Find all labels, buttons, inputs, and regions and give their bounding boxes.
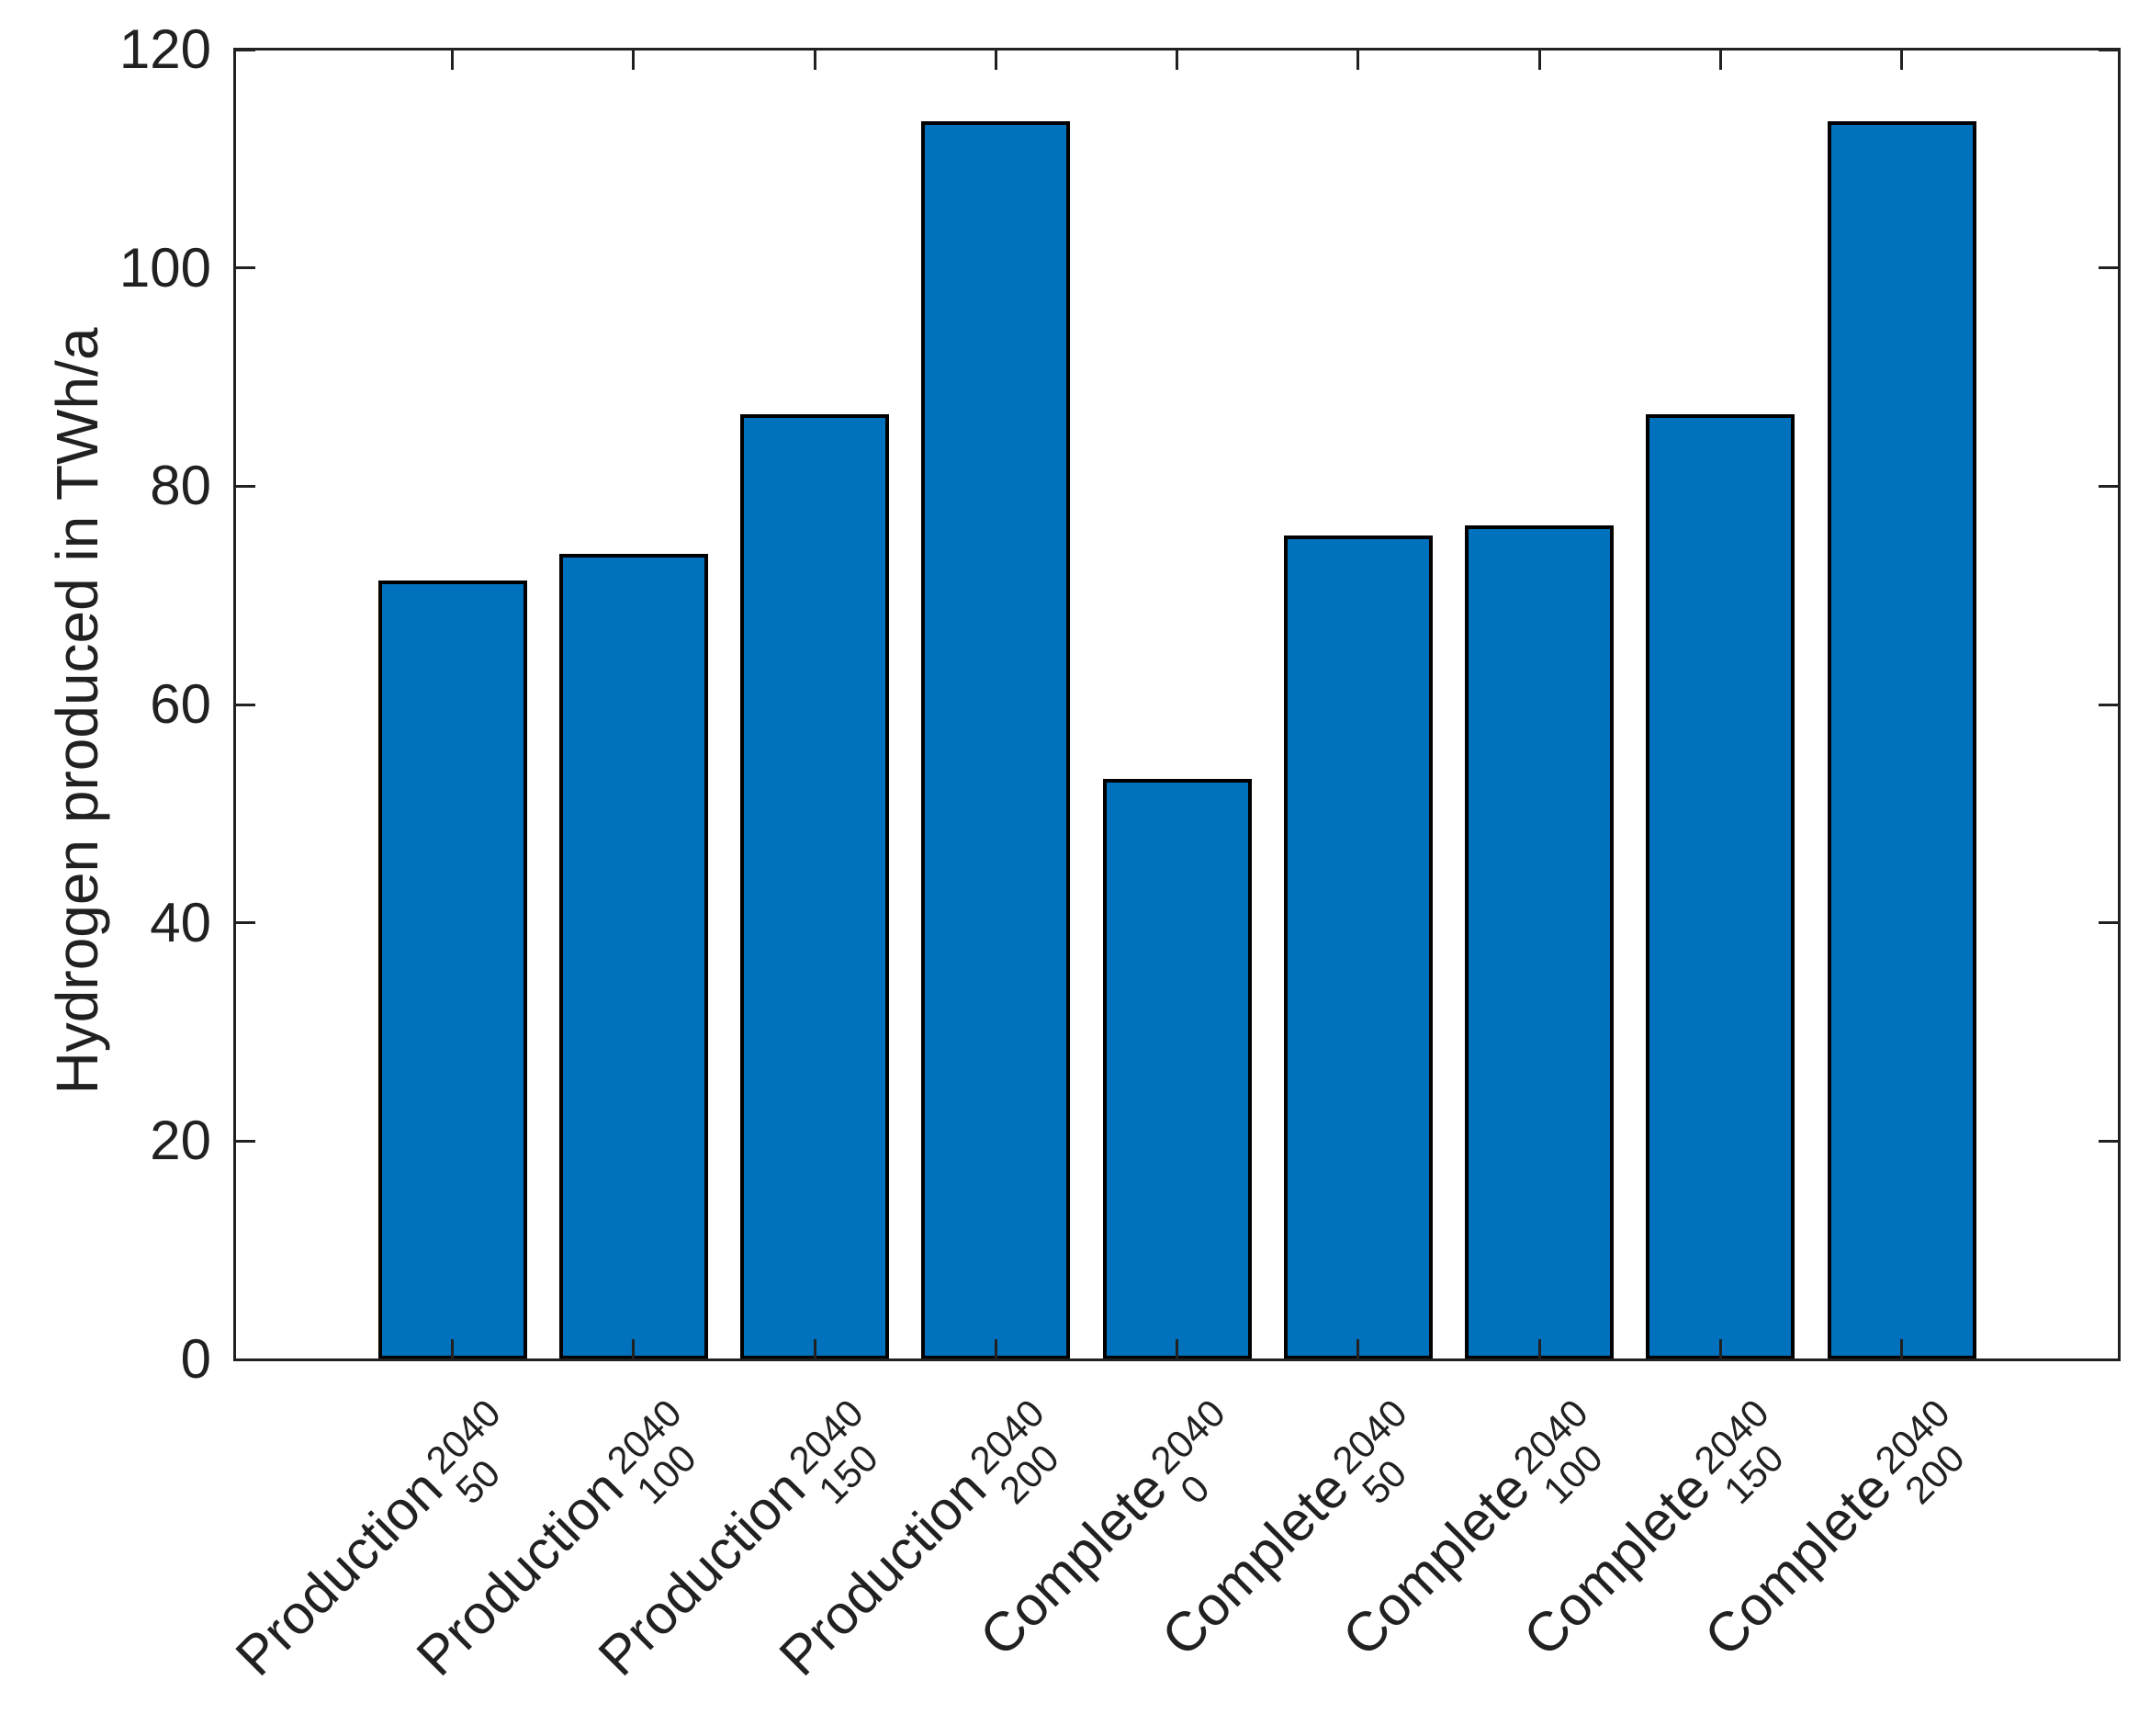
y-tick-label: 100: [118, 236, 211, 299]
x-tick-mark: [1537, 50, 1541, 70]
bar: [1283, 535, 1433, 1359]
y-tick-mark: [2099, 484, 2119, 488]
bar: [921, 121, 1071, 1359]
bar: [1827, 121, 1976, 1359]
x-tick-mark: [451, 50, 454, 70]
x-tick-mark: [813, 1339, 816, 1359]
x-tick-mark: [451, 1339, 454, 1359]
bar: [1646, 413, 1795, 1359]
x-tick-mark: [1176, 50, 1178, 70]
x-tick-mark: [813, 50, 816, 70]
x-tick-mark: [632, 1339, 636, 1359]
y-tick-label: 40: [150, 891, 211, 953]
y-tick-label: 80: [150, 455, 211, 517]
bar: [558, 554, 708, 1359]
y-tick-mark: [2099, 266, 2119, 270]
bar: [1102, 778, 1252, 1359]
y-tick-label: 20: [150, 1110, 211, 1172]
y-tick-mark: [2099, 48, 2119, 51]
x-tick-mark: [1537, 1339, 1541, 1359]
y-tick-mark: [2099, 703, 2119, 706]
y-tick-mark: [2099, 1139, 2119, 1143]
x-tick-mark: [632, 50, 636, 70]
y-tick-mark: [235, 921, 255, 925]
y-tick-mark: [235, 703, 255, 706]
y-tick-mark: [235, 266, 255, 270]
y-tick-mark: [2099, 1358, 2119, 1361]
x-tick-mark: [1900, 50, 1903, 70]
y-tick-label: 120: [118, 18, 211, 80]
bar: [377, 580, 527, 1359]
y-tick-mark: [235, 1358, 255, 1361]
y-tick-label: 60: [150, 673, 211, 735]
x-tick-mark: [1356, 50, 1360, 70]
x-tick-mark: [1900, 1339, 1903, 1359]
bar: [740, 413, 889, 1359]
y-tick-mark: [235, 1139, 255, 1143]
y-tick-mark: [2099, 921, 2119, 925]
x-tick-mark: [994, 1339, 997, 1359]
x-tick-mark: [1718, 50, 1722, 70]
x-tick-mark: [1718, 1339, 1722, 1359]
y-axis-title: Hydrogen produced in TWh/a: [44, 327, 110, 1095]
y-tick-label: 0: [180, 1328, 211, 1390]
y-tick-mark: [235, 484, 255, 488]
x-tick-mark: [1176, 1339, 1178, 1359]
x-tick-mark: [1356, 1339, 1360, 1359]
plot-area: [235, 48, 2119, 1361]
x-tick-mark: [994, 50, 997, 70]
bar: [1465, 525, 1614, 1359]
y-tick-mark: [235, 48, 255, 51]
